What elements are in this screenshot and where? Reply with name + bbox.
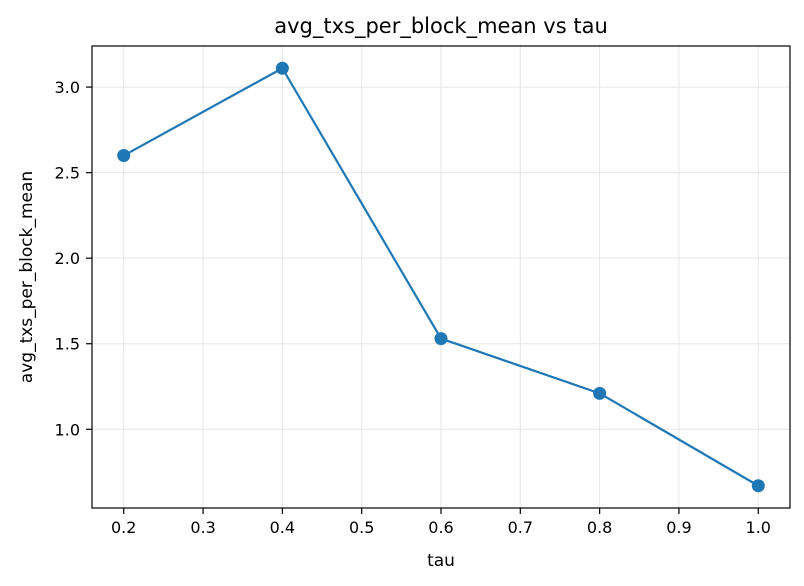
y-tick-label: 2.5 bbox=[55, 164, 80, 183]
y-axis-label: avg_txs_per_block_mean bbox=[17, 171, 37, 383]
x-tick-label: 0.8 bbox=[587, 518, 612, 537]
data-point bbox=[275, 61, 289, 75]
tick-layer: 0.2 0.3 0.4 0.5 0.6 0.7 0.8 0.9 1.0 1.0 1.5 2.0 2.5 3… bbox=[55, 78, 771, 537]
grid-layer bbox=[92, 46, 790, 508]
y-tick-label: 3.0 bbox=[55, 78, 80, 97]
data-point bbox=[117, 149, 131, 163]
y-tick-label: 2.0 bbox=[55, 249, 80, 268]
x-tick-label: 0.6 bbox=[428, 518, 453, 537]
data-point bbox=[593, 386, 607, 400]
x-tick-label: 0.2 bbox=[111, 518, 136, 537]
chart-title: avg_txs_per_block_mean vs tau bbox=[274, 14, 608, 39]
x-tick-label: 0.9 bbox=[666, 518, 691, 537]
y-tick-label: 1.0 bbox=[55, 420, 80, 439]
y-tick-label: 1.5 bbox=[55, 335, 80, 354]
data-point bbox=[751, 479, 765, 493]
series-layer bbox=[117, 61, 765, 493]
x-tick-label: 0.5 bbox=[349, 518, 374, 537]
x-tick-label: 1.0 bbox=[746, 518, 771, 537]
x-tick-label: 0.4 bbox=[270, 518, 295, 537]
x-tick-label: 0.3 bbox=[190, 518, 215, 537]
x-axis-label: tau bbox=[427, 551, 455, 571]
x-tick-label: 0.7 bbox=[508, 518, 533, 537]
data-point bbox=[434, 332, 448, 346]
